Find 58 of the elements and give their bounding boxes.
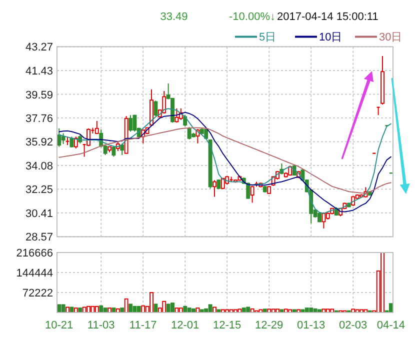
y-tick-label: 72222 — [22, 288, 53, 300]
y-tick-label: 35.92 — [25, 136, 53, 149]
y-tick-label: 28.57 — [25, 232, 53, 244]
candlestick — [61, 132, 66, 145]
candlestick — [94, 120, 99, 135]
x-tick-label: 02-03 — [339, 320, 368, 332]
y-tick-label: 32.25 — [25, 184, 53, 196]
y-tick-label: 37.76 — [25, 112, 53, 125]
candlestick — [246, 182, 250, 200]
x-tick-label: 04-14 — [376, 320, 405, 332]
y-tick-label: 39.59 — [25, 89, 53, 102]
y-tick-label: 30.41 — [25, 208, 53, 220]
y-tick-label: 43.27 — [25, 42, 53, 54]
legend-label: 10日 — [319, 32, 342, 44]
candlestick — [322, 212, 326, 229]
bar — [162, 300, 166, 313]
bar — [246, 306, 250, 313]
candlestick — [376, 106, 380, 116]
bar — [154, 304, 158, 313]
bar — [128, 304, 132, 313]
bar — [212, 306, 216, 313]
x-tick-label: 01-13 — [297, 320, 326, 332]
legend-label: 5日 — [259, 32, 276, 44]
x-tick-label: 12-15 — [213, 320, 242, 332]
text: 33.49 — [160, 11, 188, 23]
bar — [70, 306, 74, 313]
candlestick — [250, 185, 254, 204]
text: -10.00%↓ — [229, 11, 276, 23]
candlestick — [212, 180, 216, 198]
y-tick-label: 41.43 — [25, 65, 53, 78]
x-tick-label: 11-17 — [129, 320, 157, 332]
bar — [150, 292, 154, 313]
bar — [82, 306, 86, 313]
bar — [124, 298, 128, 313]
bar — [61, 304, 66, 313]
bar — [208, 304, 212, 313]
y-tick-label: 34.08 — [25, 160, 53, 172]
x-tick-label: 11-03 — [87, 320, 115, 332]
legend-label: 30日 — [379, 32, 402, 44]
candlestick — [120, 142, 124, 156]
bar — [380, 252, 384, 313]
candlestick — [112, 146, 116, 158]
x-tick-label: 10-21 — [45, 320, 74, 332]
candlestick — [204, 128, 208, 140]
y-tick-label: 144444 — [16, 268, 53, 280]
y-tick-label: 216666 — [16, 248, 53, 260]
candlestick — [70, 136, 74, 148]
candlestick — [187, 126, 192, 140]
x-tick-label: 12-01 — [171, 320, 200, 332]
candlestick — [162, 90, 166, 114]
x-tick-label: 12-29 — [255, 320, 284, 332]
candlestick — [174, 108, 179, 124]
text: 2017-04-14 15:00:11 — [277, 11, 378, 23]
bar — [66, 306, 70, 313]
candlestick — [154, 100, 158, 117]
bar — [166, 304, 170, 313]
bar — [170, 302, 174, 313]
candlestick — [128, 114, 132, 132]
